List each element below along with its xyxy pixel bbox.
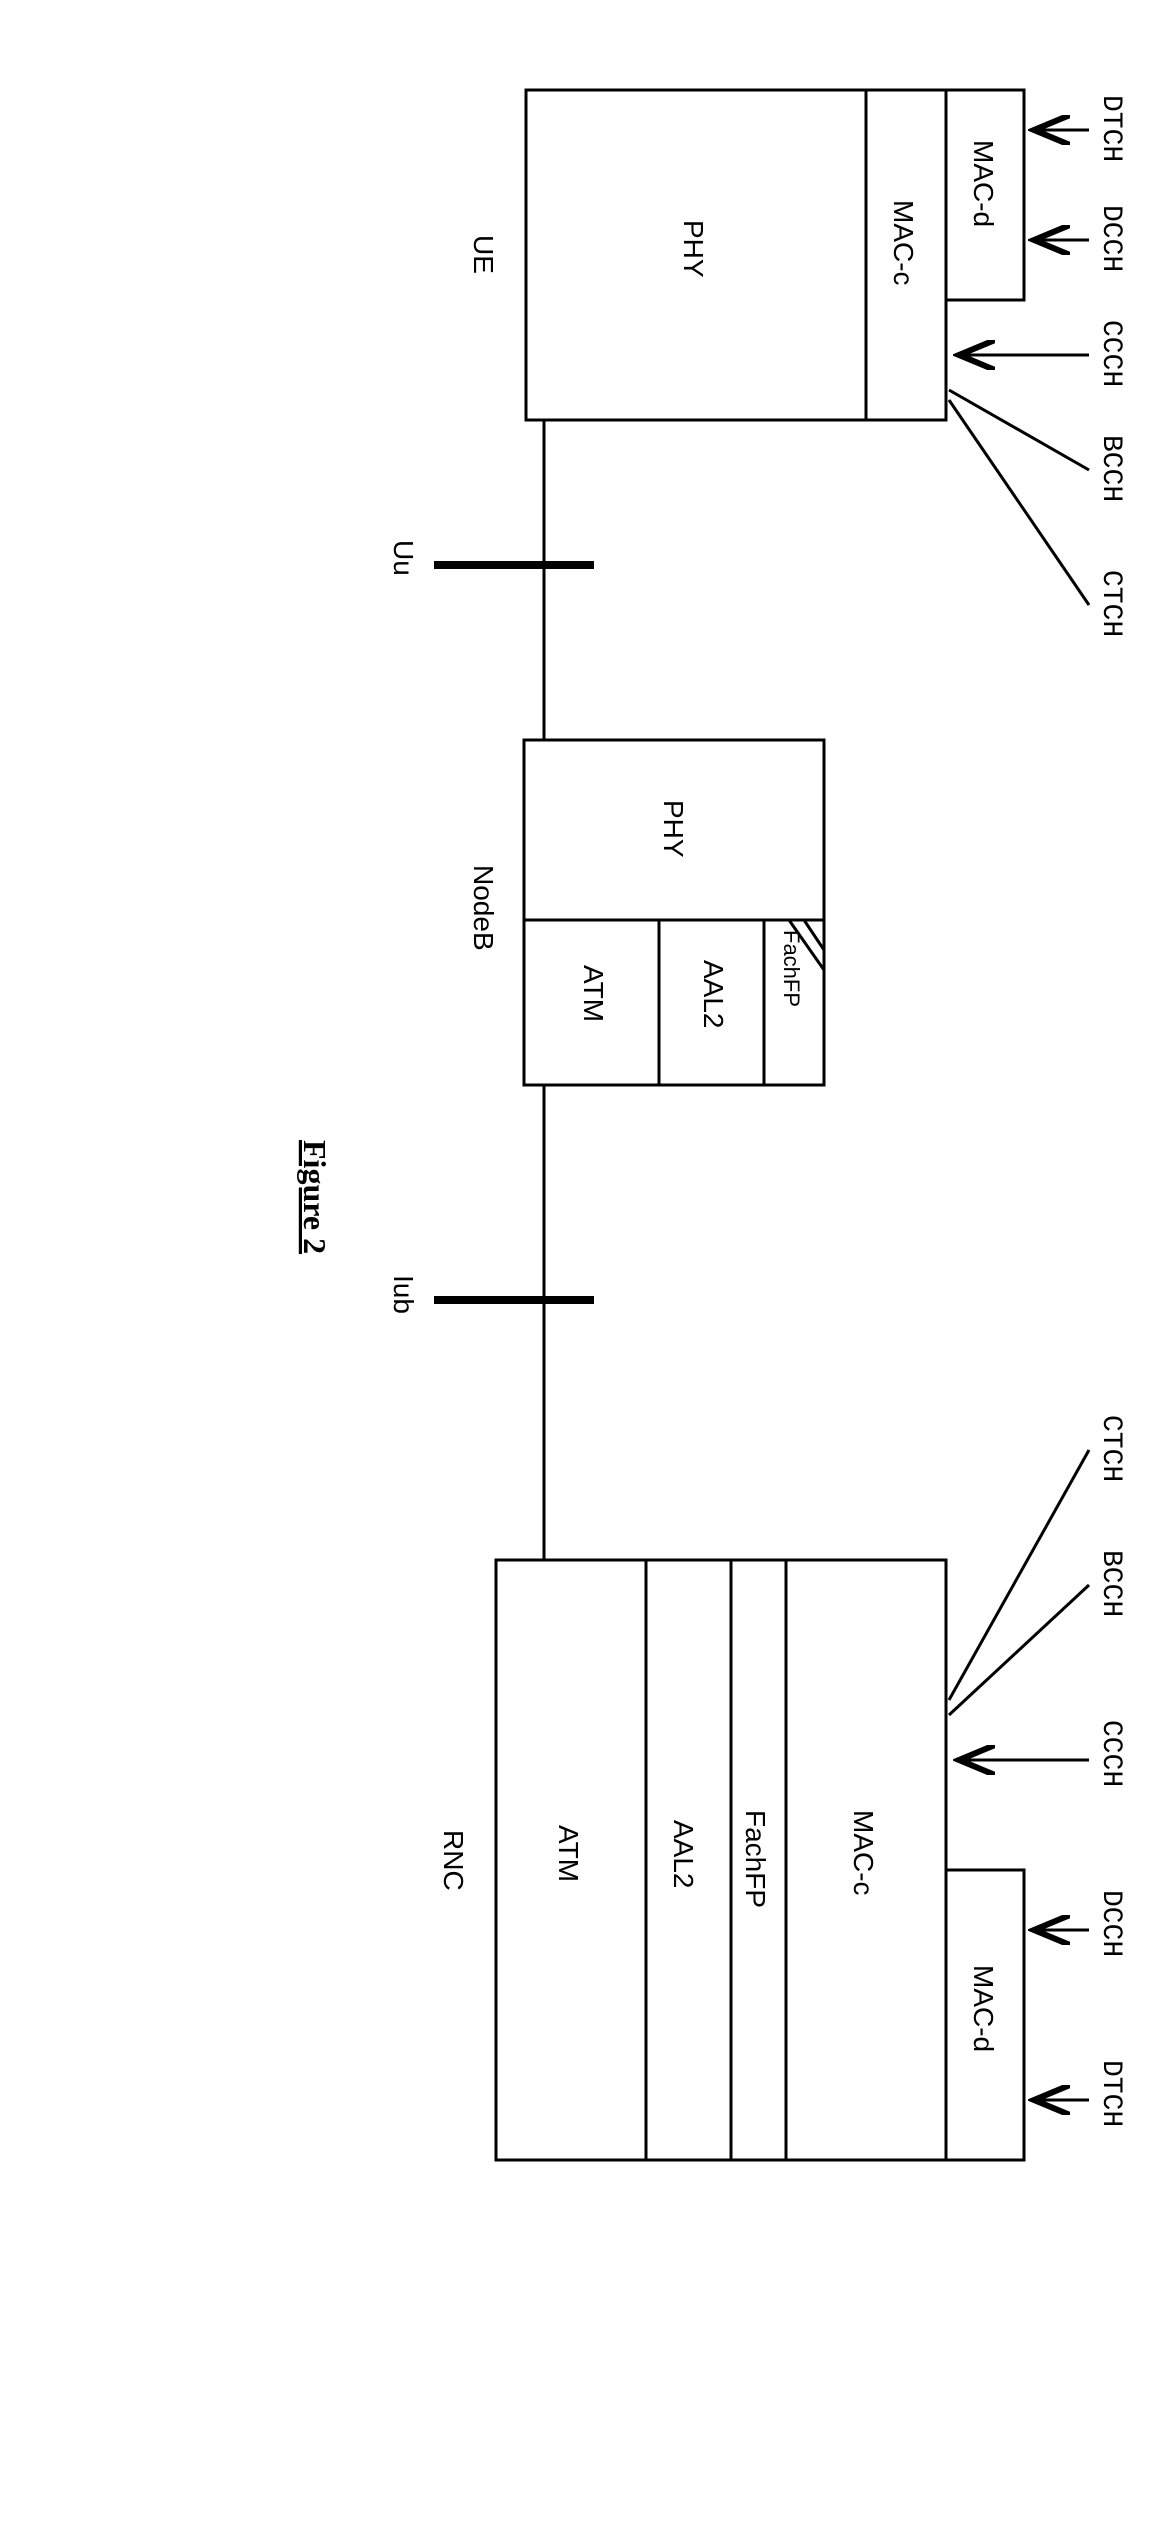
nb-lbl: NodeB <box>468 865 499 951</box>
ue-macd-t: MAC-d <box>968 140 999 227</box>
rnc-macd-t: MAC-d <box>968 1965 999 2052</box>
rnc-macc-t: MAC-c <box>848 1810 879 1896</box>
ue-ch-ctch: CTCH <box>1095 570 1126 637</box>
rnc-ln-bcch <box>949 1585 1089 1715</box>
ue-ch-bcch: BCCH <box>1095 435 1126 502</box>
rnc-ch-ccch: CCCH <box>1095 1720 1126 1787</box>
nb-outer <box>524 740 824 1085</box>
ue-ch-ccch: CCCH <box>1095 320 1126 387</box>
nb-fach-t: FachFP <box>779 930 804 1007</box>
fig-cap: Figure 2 <box>297 1140 333 1254</box>
rnc-ch-dtch: DTCH <box>1095 2060 1126 2127</box>
uu-lbl2: Uu <box>388 540 419 576</box>
rnc-atm-t: ATM <box>553 1825 584 1882</box>
rnc-ch-dcch: DCCH <box>1095 1890 1126 1957</box>
ue-ch-dtch: DTCH <box>1095 95 1126 162</box>
nb-aal2-t: AAL2 <box>698 960 729 1029</box>
rnc-ch-bcch: BCCH <box>1095 1550 1126 1617</box>
ue-macc-t: MAC-c <box>888 200 919 286</box>
rnc-fach-t: FachFP <box>740 1810 771 1908</box>
rnc-aal2-t: AAL2 <box>668 1820 699 1889</box>
iub-lbl2: Iub <box>388 1275 419 1314</box>
ue-phy-t: PHY <box>678 220 709 278</box>
rnc-ch-ctch: CTCH <box>1095 1415 1126 1482</box>
rnc-ln-ctch <box>949 1450 1089 1700</box>
ue-lbl: UE <box>468 235 499 274</box>
rnc-lbl: RNC <box>438 1830 469 1891</box>
ue-ch-dcch: DCCH <box>1095 205 1126 272</box>
nb-phy-t: PHY <box>658 800 689 858</box>
nb-atm-t: ATM <box>578 965 609 1022</box>
